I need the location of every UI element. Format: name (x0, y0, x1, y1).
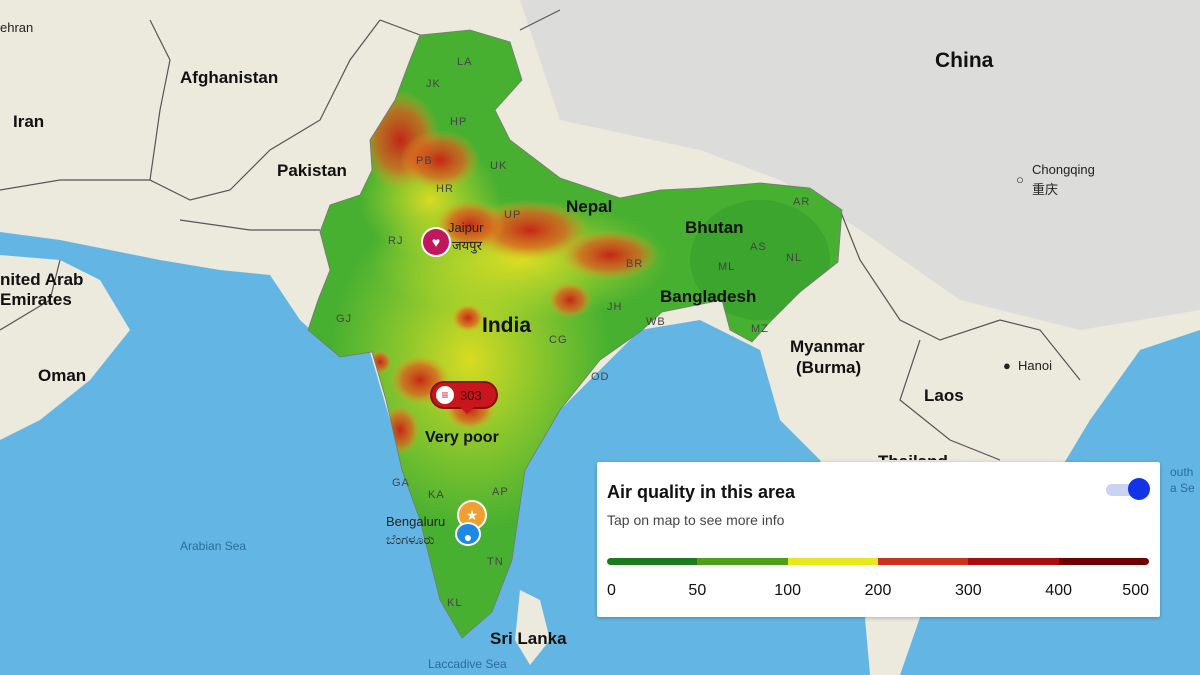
scale-tick: 100 (774, 582, 802, 599)
sea-laccadive: Laccadive Sea (428, 657, 507, 671)
city-hanoi-dot: ● (1003, 358, 1011, 373)
scale-tick: 500 (1122, 582, 1149, 599)
label-sri-lanka: Sri Lanka (490, 629, 567, 648)
label-bangladesh: Bangladesh (660, 287, 757, 306)
toggle-knob (1128, 478, 1150, 500)
aqi-color-scale (607, 558, 1149, 565)
scale-segment (1058, 558, 1149, 565)
label-nepal: Nepal (566, 197, 613, 216)
china-region (520, 0, 1200, 330)
aqi-value: 303 (460, 388, 482, 403)
state-code: GJ (336, 313, 353, 325)
state-code: PB (416, 155, 433, 167)
city-jaipur-local: जयपुर (452, 238, 482, 253)
state-code: KL (447, 597, 463, 609)
sea-south-china-2: a Se (1170, 481, 1195, 495)
state-code: ML (718, 261, 736, 273)
state-code: UK (490, 160, 508, 172)
state-code: HR (436, 183, 454, 195)
label-uae-1: nited Arab (0, 270, 84, 289)
state-code: GA (392, 477, 410, 489)
arabian-peninsula (0, 255, 130, 440)
state-code: BR (626, 258, 644, 270)
scale-tick: 200 (864, 582, 892, 599)
scale-tick: 400 (1045, 582, 1073, 599)
state-code: CG (549, 334, 568, 346)
label-china: China (935, 49, 994, 72)
state-code: WB (646, 316, 666, 328)
air-quality-panel: Air quality in this area Tap on map to s… (597, 462, 1160, 617)
air-quality-toggle[interactable] (1104, 478, 1150, 500)
label-burma: (Burma) (796, 358, 862, 377)
state-code: UP (504, 209, 522, 221)
sri-lanka (515, 590, 550, 665)
label-uae-2: Emirates (0, 290, 72, 309)
label-laos: Laos (924, 386, 964, 405)
city-bengaluru-local: ಬೆಂಗಳೂರು (386, 532, 435, 547)
sea-arabian: Arabian Sea (180, 539, 247, 553)
panel-subtitle: Tap on map to see more info (607, 512, 785, 528)
scale-segment (697, 558, 788, 565)
state-code: KA (428, 489, 445, 501)
state-code: JH (607, 301, 623, 313)
state-code: HP (450, 116, 468, 128)
city-hanoi: Hanoi (1018, 358, 1052, 373)
air-lines-icon: ≡ (436, 386, 454, 404)
label-thailand: Thailand (878, 452, 948, 460)
scale-segment (877, 558, 969, 565)
panel-title: Air quality in this area (607, 482, 796, 502)
city-chongqing: Chongqing (1032, 162, 1095, 177)
label-bhutan: Bhutan (685, 218, 744, 237)
state-code: MZ (751, 323, 769, 335)
scale-segment (787, 558, 878, 565)
state-code: TN (487, 556, 504, 568)
label-myanmar: Myanmar (790, 337, 865, 356)
aqi-marker[interactable]: ≡ 303 (430, 381, 498, 414)
aqi-scale-ticks: 0 50 100 200 300 400 500 (607, 582, 1149, 600)
state-code: AR (793, 196, 811, 208)
sea-south-china-1: outh (1170, 465, 1194, 479)
city-chongqing-dot: ○ (1016, 172, 1024, 187)
state-code: JK (426, 78, 441, 90)
label-oman: Oman (38, 366, 87, 385)
location-icon[interactable]: ● (455, 522, 481, 546)
heart-icon[interactable]: ♥ (421, 227, 451, 257)
city-chongqing-local: 重庆 (1032, 182, 1059, 197)
borders (0, 9, 1081, 461)
aqi-category: Very poor (425, 429, 499, 446)
label-iran: Iran (13, 112, 45, 131)
scale-tick: 0 (607, 582, 616, 599)
city-tehran: ehran (0, 20, 34, 35)
state-code: OD (591, 371, 610, 383)
scale-segment (968, 558, 1059, 565)
state-code: AP (492, 486, 509, 498)
city-bengaluru: Bengaluru (386, 514, 446, 529)
state-code: NL (786, 252, 803, 264)
city-jaipur: Jaipur (448, 220, 484, 235)
scale-tick: 50 (688, 582, 707, 599)
scale-segment (607, 558, 698, 565)
scale-tick: 300 (954, 582, 982, 599)
state-code: AS (750, 241, 767, 253)
state-code: LA (457, 56, 473, 68)
label-afghanistan: Afghanistan (180, 68, 279, 87)
label-india: India (482, 314, 532, 337)
label-pakistan: Pakistan (277, 161, 347, 180)
state-code: RJ (388, 235, 404, 247)
